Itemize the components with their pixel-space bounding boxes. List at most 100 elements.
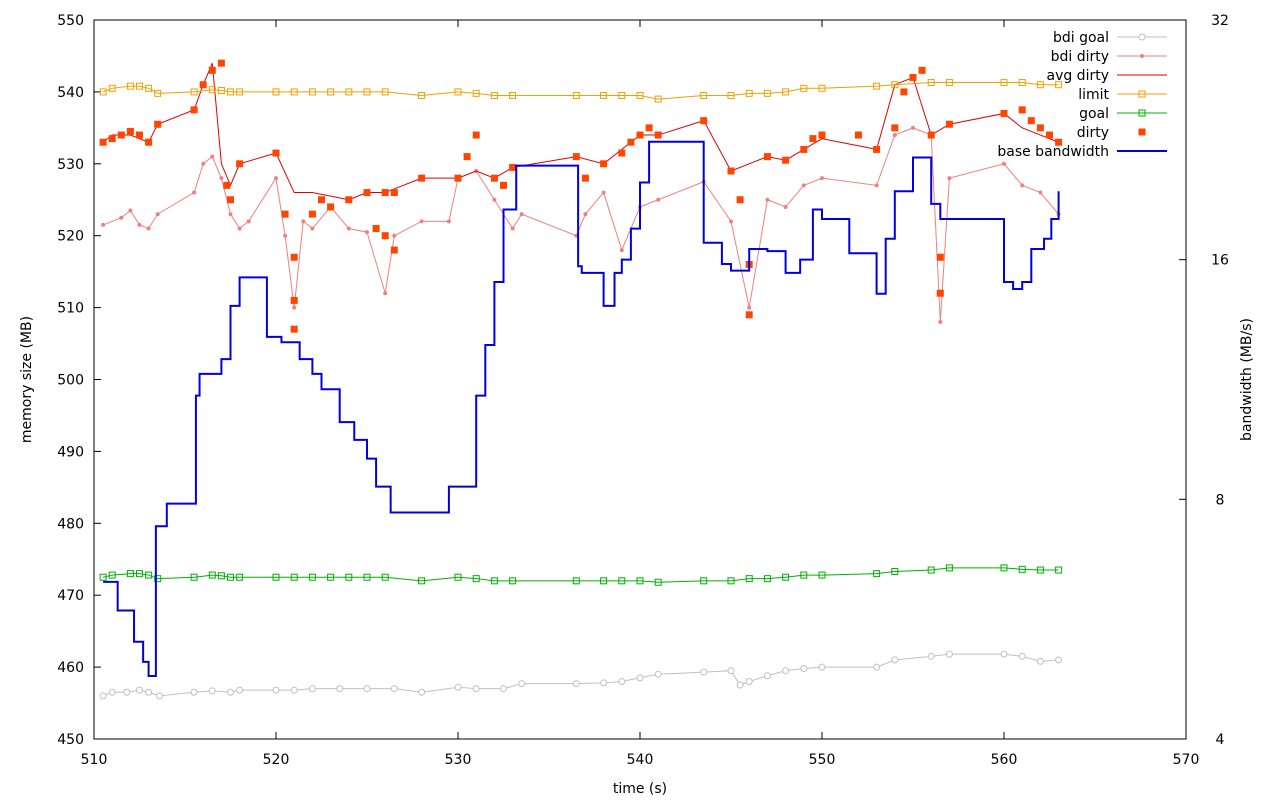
bdi-goal-point: [891, 656, 899, 664]
limit-point: [700, 91, 708, 99]
goal-point: [108, 571, 116, 579]
bdi-goal-point: [1018, 652, 1026, 660]
limit-point: [763, 89, 771, 97]
dirty-point: [199, 81, 207, 89]
bdi-goal-point: [136, 686, 143, 694]
goal-point: [782, 573, 790, 581]
goal-point: [927, 566, 935, 574]
limit-point: [345, 88, 353, 96]
goal-point: [190, 573, 198, 581]
dirty-point: [900, 88, 908, 96]
dirty-point: [727, 167, 735, 175]
limit-point: [1018, 79, 1026, 87]
goal-point: [472, 575, 480, 583]
y-axis-label: memory size (MB): [19, 316, 35, 443]
bdi-dirty-point: [146, 226, 151, 231]
dirty-point: [490, 174, 498, 182]
goal-point: [700, 577, 708, 585]
bdi-goal-point: [363, 685, 371, 693]
bdi-goal-point: [782, 667, 790, 675]
dirty-point: [763, 153, 771, 161]
bdi-goal-point: [190, 688, 198, 696]
y-tick-label: 540: [57, 85, 84, 101]
x-tick-label: 540: [627, 752, 654, 768]
bdi-goal-point: [472, 685, 480, 693]
goal-point: [236, 573, 244, 581]
plot-frame: [93, 19, 1187, 740]
goal-point: [618, 577, 626, 585]
limit-point: [509, 91, 517, 99]
limit-point: [600, 91, 608, 99]
legend-label: bdi goal: [1053, 30, 1109, 46]
legend-label: dirty: [1077, 125, 1109, 141]
goal-point: [945, 564, 953, 572]
bdi-dirty-point: [301, 219, 306, 224]
bdi-dirty-point: [419, 219, 424, 224]
bdi-goal-point: [945, 650, 953, 658]
bdi-dirty-point: [601, 190, 606, 195]
y-tick-label: 520: [57, 229, 84, 245]
dirty-point: [208, 66, 216, 74]
bdi-goal-point: [108, 688, 116, 696]
dirty-point: [290, 296, 298, 304]
goal-point: [1000, 564, 1008, 572]
dirty-point: [281, 210, 289, 218]
dirty-point: [909, 74, 917, 82]
legend-marker: [1138, 33, 1146, 41]
bdi-goal-point: [227, 688, 234, 696]
bdi-goal-point: [927, 652, 935, 660]
bdi-dirty-point: [911, 125, 915, 130]
x-tick-label: 560: [991, 752, 1018, 768]
y-tick-label: 490: [57, 444, 84, 460]
dirty-point: [318, 196, 325, 204]
dirty-point: [636, 131, 644, 139]
bdi-goal-point: [145, 688, 153, 696]
limit-line: [102, 82, 1059, 100]
dirty-point: [217, 59, 225, 67]
bdi-dirty-point: [219, 176, 224, 181]
limit-point: [363, 88, 371, 96]
bdi-goal-point: [336, 685, 344, 693]
bdi-dirty-point: [201, 161, 206, 166]
limit-point: [891, 81, 899, 89]
dirty-point: [572, 153, 580, 161]
limit-point: [381, 88, 389, 96]
bdi-goal-point: [1036, 657, 1044, 665]
bdi-dirty-point: [892, 133, 897, 138]
bdi-dirty-point: [492, 197, 497, 202]
dirty-point: [372, 225, 380, 233]
limit-point: [873, 82, 881, 90]
x-tick-label: 550: [809, 752, 836, 768]
bdi-dirty-point: [155, 212, 160, 217]
bdi-dirty-point: [820, 176, 824, 181]
dirty-point: [509, 163, 517, 171]
goal-point: [454, 573, 462, 581]
bdi-dirty-point: [119, 215, 124, 220]
dirty-point: [1018, 106, 1026, 114]
dirty-point: [108, 135, 116, 143]
dirty-point: [936, 289, 944, 297]
y-tick-label: 550: [57, 13, 84, 29]
dirty-point: [645, 124, 653, 132]
goal-point: [763, 575, 771, 583]
bdi-goal-point: [727, 667, 735, 675]
goal-point: [363, 573, 371, 581]
legend-marker: [1140, 54, 1144, 58]
goal-point: [891, 567, 899, 575]
limit-point: [490, 91, 498, 99]
dirty-point: [627, 138, 635, 146]
bdi-dirty-point: [747, 305, 752, 310]
legend-label: avg dirty: [1046, 68, 1109, 84]
dirty-point: [327, 203, 335, 211]
goal-point: [654, 578, 662, 586]
dirty-point: [736, 196, 744, 204]
limit-point: [572, 91, 580, 99]
bdi-dirty-point: [1020, 183, 1025, 188]
bdi-dirty-point: [519, 212, 524, 217]
limit-point: [782, 88, 790, 96]
dirty-point: [654, 131, 662, 139]
goal-point: [600, 577, 608, 585]
limit-point: [290, 88, 298, 96]
goal-point: [727, 577, 735, 585]
